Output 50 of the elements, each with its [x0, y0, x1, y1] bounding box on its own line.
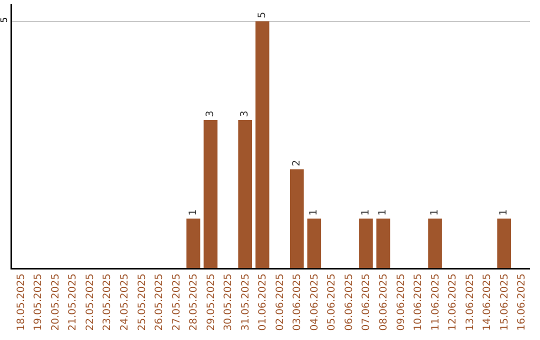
x-tick-label: 18.05.2025 — [16, 274, 27, 331]
x-tick-label: 22.05.2025 — [84, 274, 96, 331]
x-tick-label: 29.05.2025 — [206, 274, 217, 331]
x-tick-label: 12.06.2025 — [448, 274, 459, 331]
data-label: 1 — [188, 209, 199, 216]
x-tick-label: 25.05.2025 — [136, 274, 148, 331]
bar — [255, 21, 270, 268]
x-tick-label: 31.05.2025 — [240, 274, 252, 331]
x-tick-label: 02.06.2025 — [274, 274, 286, 331]
data-label: 2 — [291, 160, 302, 166]
x-tick-label: 06.06.2025 — [344, 274, 355, 331]
bar — [186, 218, 200, 268]
x-tick-label: 21.05.2025 — [68, 274, 79, 331]
x-tick-label: 01.06.2025 — [258, 274, 269, 331]
bar — [290, 169, 304, 268]
x-tick-label: 10.06.2025 — [413, 274, 424, 331]
data-label: 1 — [378, 209, 389, 216]
x-tick-label: 03.06.2025 — [292, 274, 304, 331]
x-tick-label: 27.05.2025 — [171, 274, 182, 331]
data-label: 1 — [360, 209, 372, 216]
x-tick-label: 30.05.2025 — [223, 274, 234, 331]
x-tick-label: 07.06.2025 — [361, 274, 372, 331]
x-tick-label: 20.05.2025 — [50, 274, 62, 331]
x-tick-label: 13.06.2025 — [464, 274, 476, 331]
data-label: 1 — [308, 209, 320, 216]
bar — [359, 218, 373, 268]
x-tick-label: 04.06.2025 — [309, 274, 320, 331]
x-tick-label: 09.06.2025 — [396, 274, 407, 331]
x-tick-label: 08.06.2025 — [378, 274, 390, 331]
bar — [376, 218, 390, 268]
x-tick-label: 23.05.2025 — [102, 274, 114, 331]
x-tick-label: 26.05.2025 — [154, 274, 166, 331]
data-label: 1 — [430, 209, 441, 216]
bar — [204, 120, 218, 268]
x-tick-label: 05.06.2025 — [326, 274, 338, 331]
x-tick-label: 15.06.2025 — [499, 274, 510, 331]
x-tick-label: 14.06.2025 — [482, 274, 494, 331]
x-tick-label: 24.05.2025 — [119, 274, 130, 331]
data-label: 3 — [240, 110, 251, 117]
x-tick-label: 28.05.2025 — [188, 274, 200, 331]
bar — [238, 120, 252, 268]
x-tick-label: 11.06.2025 — [430, 274, 442, 331]
data-label: 3 — [205, 110, 216, 117]
bar — [497, 218, 512, 268]
data-label: 5 — [256, 12, 268, 18]
data-label: 1 — [498, 209, 510, 216]
bar — [307, 218, 322, 268]
x-tick-label: 19.05.2025 — [33, 274, 44, 331]
x-tick-label: 16.06.2025 — [516, 274, 528, 331]
bar — [428, 218, 442, 268]
